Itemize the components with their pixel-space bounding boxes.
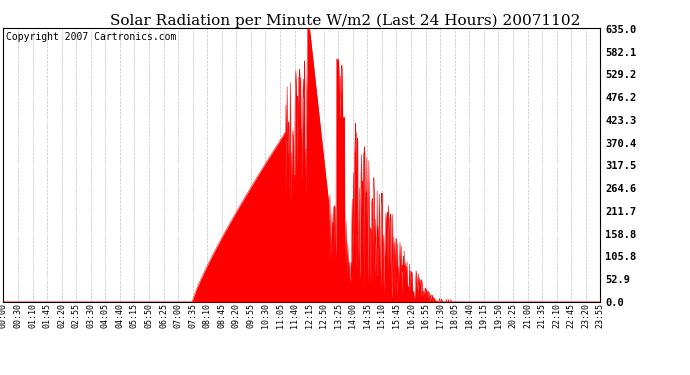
Text: Copyright 2007 Cartronics.com: Copyright 2007 Cartronics.com [6, 32, 177, 42]
Text: Solar Radiation per Minute W/m2 (Last 24 Hours) 20071102: Solar Radiation per Minute W/m2 (Last 24… [110, 13, 580, 27]
